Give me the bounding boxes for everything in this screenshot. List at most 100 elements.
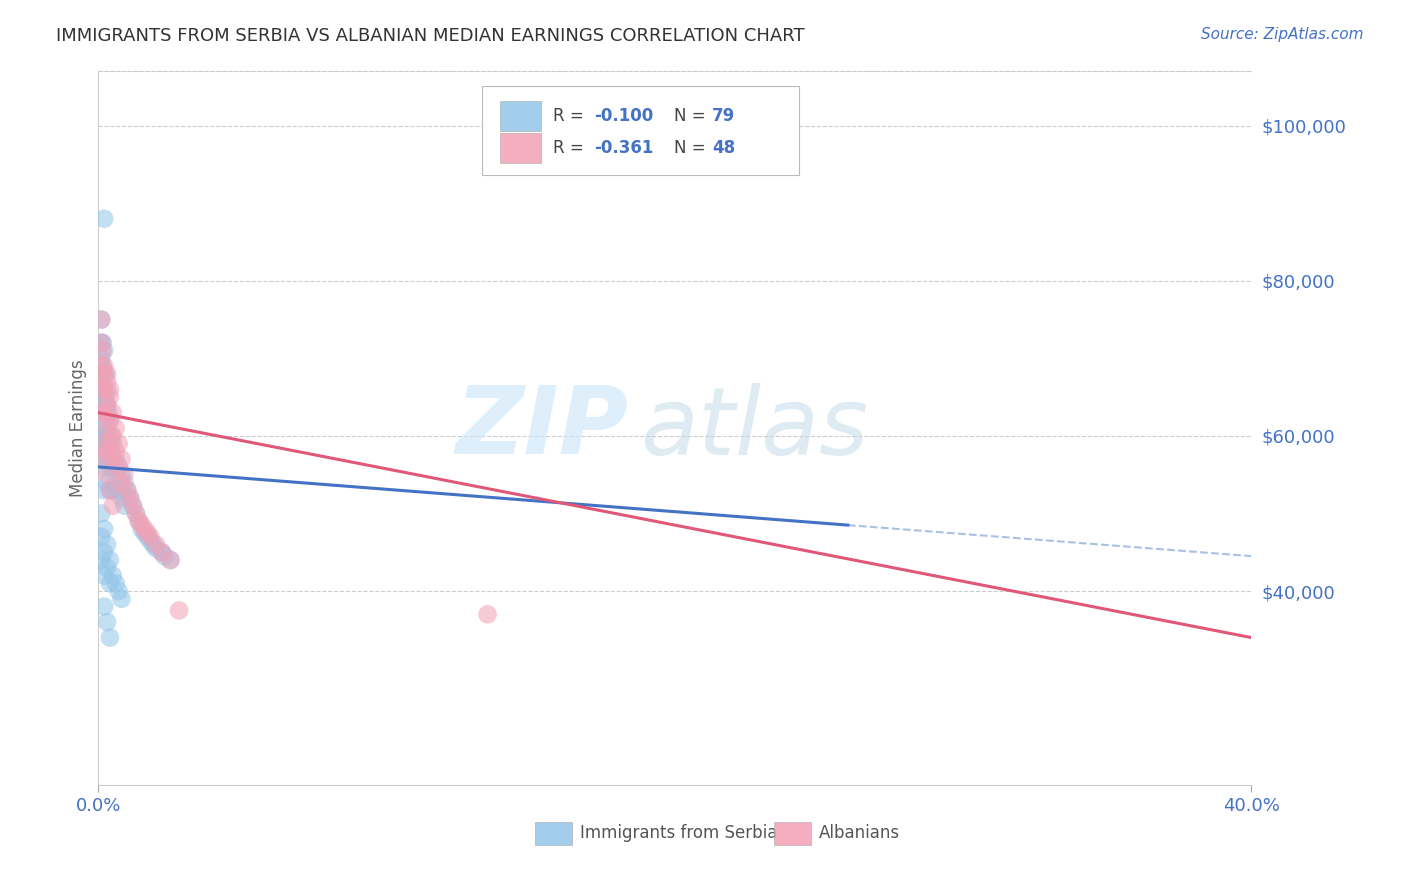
Point xyxy=(98,413,121,427)
Point xyxy=(93,568,115,582)
Point xyxy=(145,541,167,556)
Point xyxy=(93,413,115,427)
Point xyxy=(125,507,148,521)
Point xyxy=(90,359,112,373)
Point xyxy=(96,398,118,412)
Point xyxy=(90,406,112,420)
Point xyxy=(93,483,115,498)
Point xyxy=(90,507,112,521)
Point xyxy=(90,429,112,443)
Point xyxy=(90,390,112,404)
Point xyxy=(94,413,117,427)
Point xyxy=(93,211,115,226)
Point xyxy=(91,359,114,373)
Point xyxy=(91,367,114,381)
Point xyxy=(139,533,162,548)
Point xyxy=(90,406,112,420)
Point xyxy=(122,499,145,513)
Point xyxy=(98,631,121,645)
Point xyxy=(98,459,121,474)
Point xyxy=(153,549,176,563)
Point xyxy=(101,459,124,474)
Point xyxy=(97,429,120,443)
Point xyxy=(101,406,124,420)
Point xyxy=(104,421,127,435)
Point xyxy=(98,390,121,404)
Point xyxy=(104,452,127,467)
Point xyxy=(104,444,127,458)
Point xyxy=(107,483,129,498)
Point xyxy=(128,514,150,528)
Point xyxy=(150,545,173,559)
Point xyxy=(117,483,139,498)
Point xyxy=(98,553,121,567)
Point xyxy=(93,452,115,467)
Point xyxy=(98,483,121,498)
Point xyxy=(96,398,118,412)
Point xyxy=(93,459,115,474)
Point xyxy=(131,518,153,533)
Point xyxy=(150,545,173,559)
Point xyxy=(93,359,115,373)
Point xyxy=(101,452,124,467)
Point xyxy=(96,615,118,629)
Text: -0.361: -0.361 xyxy=(595,139,654,157)
FancyBboxPatch shape xyxy=(499,102,541,131)
Point xyxy=(101,568,124,582)
Text: R =: R = xyxy=(553,139,589,157)
Point xyxy=(96,383,118,397)
Text: R =: R = xyxy=(553,107,589,125)
Point xyxy=(90,367,112,381)
Point xyxy=(90,436,112,450)
Point xyxy=(91,429,114,443)
Point xyxy=(136,530,159,544)
Point xyxy=(90,335,112,350)
Point xyxy=(107,459,129,474)
Point xyxy=(91,406,114,420)
Text: N =: N = xyxy=(673,139,710,157)
Point xyxy=(93,406,115,420)
Point xyxy=(107,584,129,599)
Text: Albanians: Albanians xyxy=(818,824,900,842)
Point xyxy=(94,390,117,404)
Point xyxy=(98,483,121,498)
Point xyxy=(96,452,118,467)
Point xyxy=(107,459,129,474)
Point xyxy=(117,483,139,498)
Point xyxy=(96,561,118,575)
Point xyxy=(122,499,145,513)
Y-axis label: Median Earnings: Median Earnings xyxy=(69,359,87,497)
Point xyxy=(96,475,118,490)
Point xyxy=(110,491,132,505)
Point xyxy=(110,452,132,467)
Text: -0.100: -0.100 xyxy=(595,107,654,125)
Point xyxy=(97,406,120,420)
Point xyxy=(93,436,115,450)
Point xyxy=(90,553,112,567)
Point xyxy=(93,545,115,559)
Point xyxy=(110,475,132,490)
Point xyxy=(93,599,115,614)
Point xyxy=(96,444,118,458)
Point xyxy=(136,525,159,540)
Point xyxy=(477,607,499,622)
Point xyxy=(96,375,118,389)
Point xyxy=(120,491,142,505)
Point xyxy=(93,383,115,397)
Point xyxy=(110,591,132,606)
Point xyxy=(120,491,142,505)
Point xyxy=(90,335,112,350)
FancyBboxPatch shape xyxy=(482,86,800,175)
Point xyxy=(110,467,132,482)
Point xyxy=(91,383,114,397)
Text: Immigrants from Serbia: Immigrants from Serbia xyxy=(581,824,778,842)
Point xyxy=(93,522,115,536)
Point xyxy=(98,576,121,591)
Point xyxy=(98,436,121,450)
Point xyxy=(90,351,112,366)
Point xyxy=(98,413,121,427)
Point xyxy=(112,467,135,482)
Text: 48: 48 xyxy=(711,139,735,157)
Point xyxy=(90,312,112,326)
Point xyxy=(90,444,112,458)
